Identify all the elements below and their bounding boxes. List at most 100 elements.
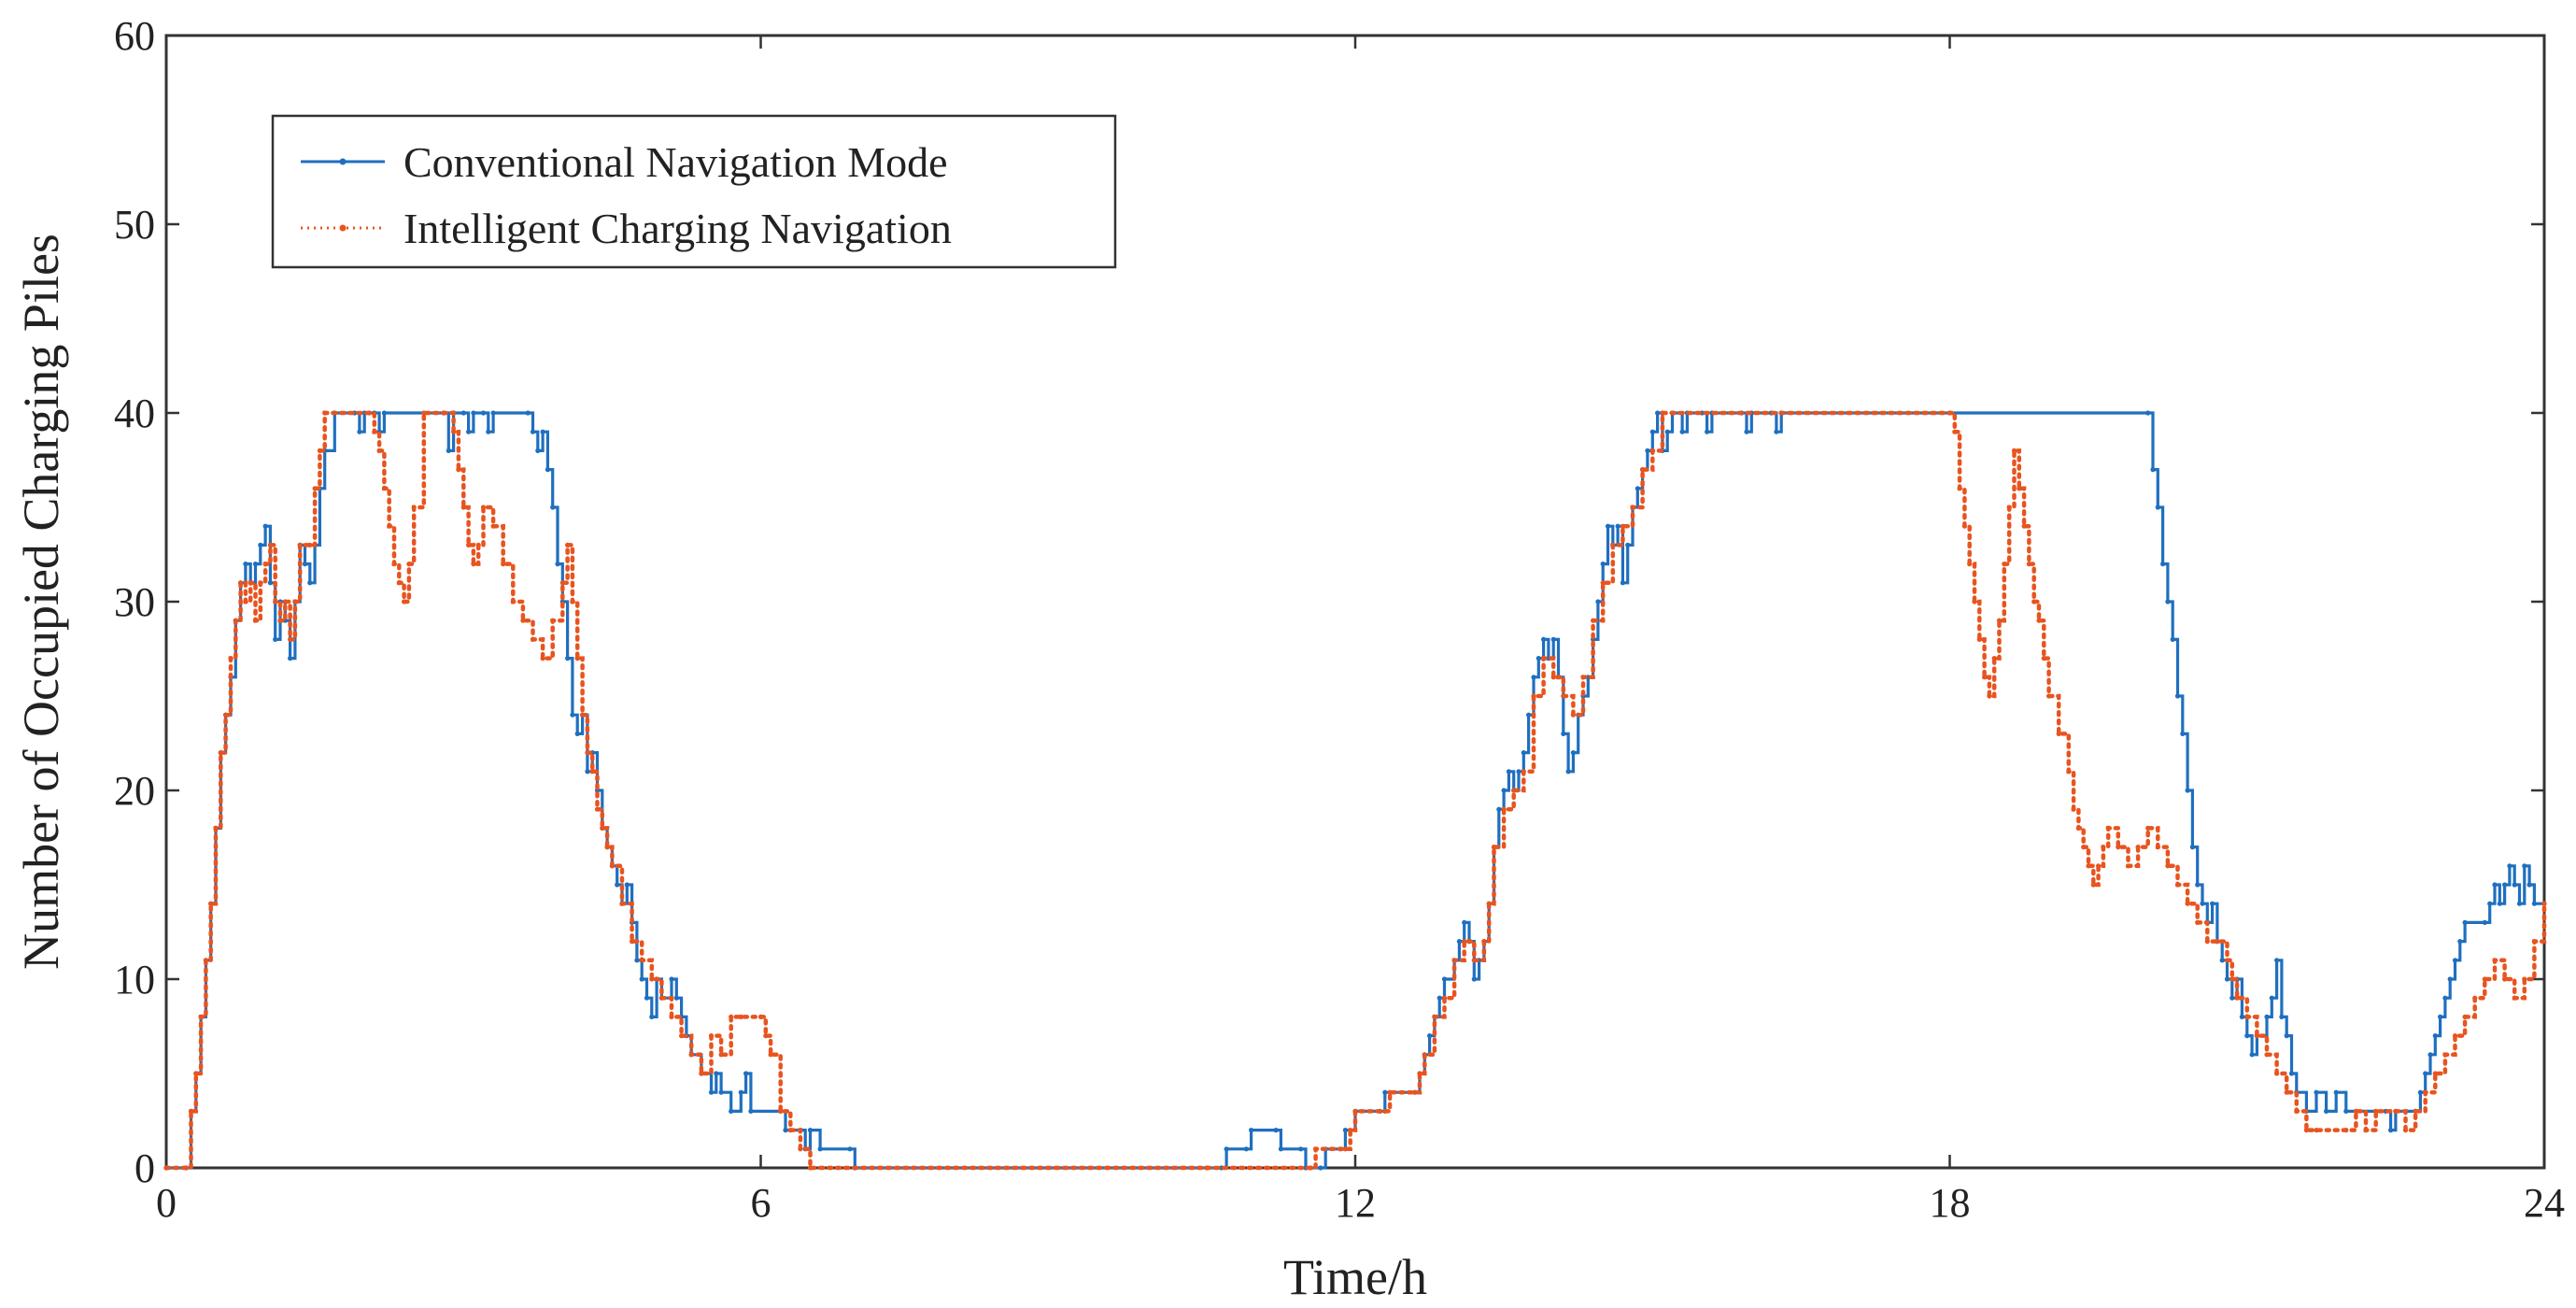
data-point <box>1412 1089 1418 1095</box>
data-point <box>471 562 476 567</box>
data-point <box>163 1165 169 1171</box>
data-point <box>1462 919 1467 926</box>
data-point <box>258 542 263 548</box>
data-point <box>1273 1128 1279 1133</box>
data-point <box>743 1071 749 1076</box>
data-point <box>2438 1014 2443 1019</box>
x-tick-label: 24 <box>2524 1180 2565 1226</box>
data-point <box>2244 1033 2250 1039</box>
data-point <box>262 523 268 529</box>
data-point <box>2314 1089 2319 1095</box>
data-point <box>2447 976 2453 982</box>
data-point <box>2294 1108 2300 1114</box>
y-tick-label: 10 <box>114 957 155 1002</box>
data-point <box>1655 410 1661 416</box>
data-point <box>466 429 472 434</box>
data-point <box>2185 788 2190 793</box>
data-point <box>490 523 496 529</box>
data-point <box>669 976 674 982</box>
data-point <box>387 523 392 529</box>
data-point <box>2482 919 2487 926</box>
y-tick-label: 0 <box>134 1145 155 1191</box>
data-point <box>218 750 223 756</box>
y-tick-label: 20 <box>114 768 155 814</box>
data-point <box>1744 429 1749 434</box>
data-point <box>1342 1146 1348 1152</box>
data-point <box>446 448 451 453</box>
data-point <box>471 410 476 416</box>
data-point <box>2150 467 2156 473</box>
data-point <box>267 580 273 586</box>
data-point <box>1352 1108 1358 1114</box>
data-point <box>288 636 293 643</box>
data-point <box>248 580 253 586</box>
data-point <box>2165 599 2171 604</box>
data-point <box>1486 901 1492 906</box>
data-point <box>2427 1052 2433 1058</box>
x-tick-label: 6 <box>751 1180 771 1226</box>
y-tick-label: 50 <box>114 202 155 248</box>
data-point <box>1620 523 1625 529</box>
data-point <box>2531 939 2537 945</box>
data-point <box>738 1014 743 1019</box>
data-point <box>2343 1128 2349 1133</box>
data-point <box>2442 1052 2448 1058</box>
data-point <box>2462 1014 2468 1019</box>
data-point <box>2160 562 2166 567</box>
data-point <box>396 580 402 586</box>
data-point <box>798 1146 803 1152</box>
data-point <box>282 599 288 604</box>
data-point <box>2200 901 2205 906</box>
data-point <box>550 505 556 510</box>
data-point <box>1640 467 1646 473</box>
data-point <box>604 845 610 850</box>
data-point <box>2254 1033 2259 1039</box>
data-point <box>2264 1014 2270 1019</box>
data-point <box>297 542 303 548</box>
data-point <box>1526 712 1532 718</box>
y-tick-label: 40 <box>114 391 155 436</box>
data-point <box>2165 863 2171 869</box>
data-point <box>649 976 655 982</box>
data-point <box>525 410 531 416</box>
data-point <box>2195 919 2201 926</box>
data-point <box>574 656 580 661</box>
data-point <box>565 542 571 548</box>
data-point <box>2105 825 2111 832</box>
data-point <box>1982 675 1988 680</box>
data-point <box>312 486 318 491</box>
data-point <box>2229 976 2235 982</box>
data-point <box>2432 1071 2438 1076</box>
data-point <box>2457 939 2463 945</box>
data-point <box>2303 1128 2309 1133</box>
data-point <box>520 618 526 623</box>
data-point <box>738 1089 743 1095</box>
legend-label-conventional: Conventional Navigation Mode <box>403 138 948 186</box>
data-point <box>673 995 679 1001</box>
data-point <box>2081 845 2087 850</box>
data-point <box>2155 505 2160 510</box>
data-point <box>2224 976 2230 982</box>
data-point <box>1308 1165 1313 1171</box>
data-point <box>2502 976 2508 982</box>
data-point <box>307 542 313 548</box>
data-point <box>708 1089 715 1095</box>
data-point <box>570 712 575 718</box>
data-point <box>1382 1108 1388 1114</box>
data-point <box>2269 995 2274 1001</box>
data-point <box>585 750 590 756</box>
data-point <box>847 1146 853 1152</box>
data-point <box>2526 882 2532 888</box>
data-point <box>708 1033 715 1039</box>
legend-box <box>271 114 1117 269</box>
data-point <box>1462 939 1467 945</box>
series-layer <box>163 410 2547 1171</box>
x-axis-label: Time/h <box>1283 1249 1427 1305</box>
data-point <box>208 901 214 906</box>
data-point <box>460 505 466 510</box>
data-point <box>2541 901 2547 906</box>
data-point <box>1961 523 1967 529</box>
data-point <box>2507 863 2512 869</box>
data-point <box>273 599 278 604</box>
data-point <box>1635 486 1640 491</box>
